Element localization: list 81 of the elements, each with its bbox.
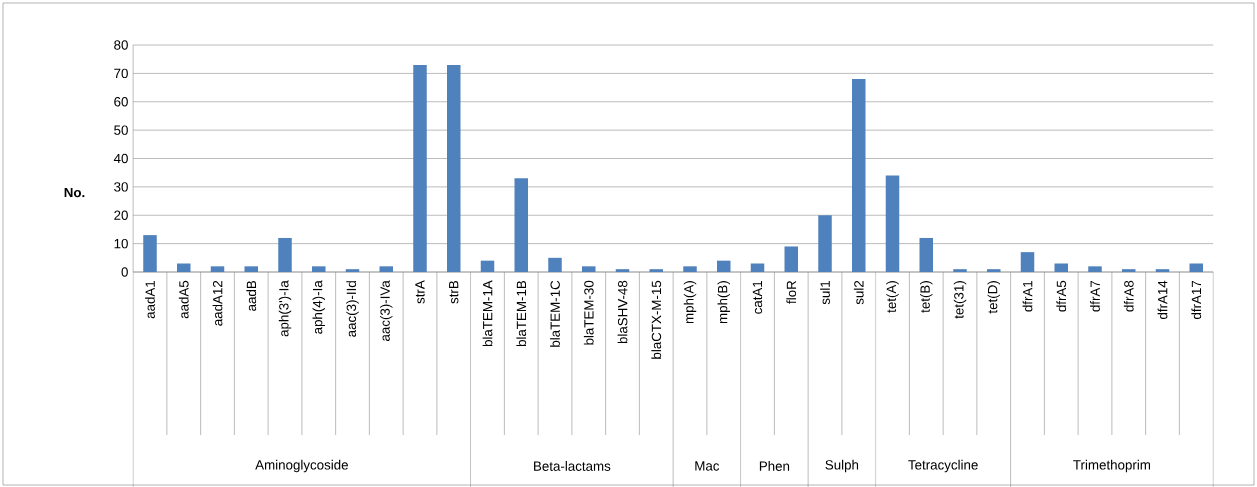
text: Aminoglycoside xyxy=(255,459,348,473)
bar xyxy=(987,269,1001,273)
y-tick-label: 0 xyxy=(121,267,128,277)
bar xyxy=(312,266,326,273)
y-axis-title: No. xyxy=(64,187,85,198)
bar xyxy=(143,235,157,273)
bar xyxy=(210,266,225,273)
bar xyxy=(717,260,731,273)
x-tick-label: blaTEM-30 xyxy=(583,280,594,345)
bar xyxy=(919,237,934,273)
y-tick-label: 40 xyxy=(113,153,128,164)
y-tick-label: 70 xyxy=(114,68,128,79)
x-tick-label: sul2 xyxy=(853,280,864,305)
bar xyxy=(548,257,562,273)
bar xyxy=(244,266,258,273)
text: Beta-lactams xyxy=(534,461,611,471)
x-tick-label: strB xyxy=(449,280,459,304)
x-tick-label: strA xyxy=(415,280,425,304)
x-tick-label: dfrA5 xyxy=(1056,280,1067,312)
y-tick-label: 50 xyxy=(114,125,128,135)
bar xyxy=(1088,266,1102,273)
x-tick-label: aadB xyxy=(246,280,257,311)
bar xyxy=(615,269,630,273)
bar xyxy=(278,237,292,273)
bar xyxy=(852,79,866,273)
bar xyxy=(413,64,427,273)
bar xyxy=(953,269,967,273)
x-tick-label: tet(B) xyxy=(920,281,933,313)
x-tick-label: aac(3)-IId xyxy=(346,281,359,337)
x-tick-label: sul1 xyxy=(820,280,830,305)
x-tick-label: dfrA17 xyxy=(1191,280,1202,319)
bar xyxy=(582,266,596,273)
x-tick-label: blaSHV-48 xyxy=(617,280,628,344)
x-tick-label: tet(31) xyxy=(953,281,967,319)
bar xyxy=(784,246,798,273)
x-tick-label: catA1 xyxy=(752,280,763,314)
x-tick-label: blaTEM-1A xyxy=(482,280,493,347)
bar xyxy=(818,215,832,273)
bar xyxy=(514,178,528,273)
x-tick-label: dfrA8 xyxy=(1123,280,1134,312)
bar xyxy=(683,266,697,273)
x-tick-label: mph(B) xyxy=(717,281,730,324)
text: Tetracycline xyxy=(908,459,978,473)
x-tick-label: dfrA14 xyxy=(1157,280,1168,319)
bar xyxy=(649,269,664,273)
bar xyxy=(885,175,900,273)
bar xyxy=(1020,252,1035,273)
x-tick-label: tet(A) xyxy=(886,281,899,313)
bar xyxy=(379,266,394,273)
x-tick-label: dfrA1 xyxy=(1022,280,1033,312)
bar xyxy=(1155,269,1170,273)
x-tick-label: dfrA7 xyxy=(1090,280,1100,312)
text: Phen xyxy=(759,461,790,471)
bar xyxy=(345,269,360,273)
x-tick-label: aadA12 xyxy=(212,280,223,326)
y-tick-label: 10 xyxy=(114,238,128,249)
y-tick-label: 20 xyxy=(114,210,128,220)
x-tick-label: blaTEM-1C xyxy=(550,280,560,347)
text: Sulph xyxy=(825,459,859,473)
x-tick-label: aph(3')-Ia xyxy=(278,280,292,337)
y-tick-label: 60 xyxy=(114,97,128,107)
x-tick-label: mph(A) xyxy=(683,281,697,324)
x-tick-label: aac(3)-IVa xyxy=(380,280,393,341)
bar xyxy=(1054,263,1068,273)
x-tick-label: aadA5 xyxy=(178,280,189,319)
bar xyxy=(177,263,191,273)
bar xyxy=(447,64,461,273)
bar xyxy=(480,260,495,273)
x-tick-label: floR xyxy=(786,280,797,304)
x-tick-label: blaCTX-M-15 xyxy=(651,280,662,359)
bar xyxy=(1189,263,1204,273)
text: Trimethoprim xyxy=(1073,459,1151,473)
y-tick-label: 30 xyxy=(114,182,128,192)
bar xyxy=(1122,269,1136,273)
x-tick-label: aph(4)-Ia xyxy=(312,280,325,334)
y-tick-label: 80 xyxy=(114,40,128,50)
x-tick-label: aadA1 xyxy=(145,280,155,319)
bar xyxy=(750,263,765,273)
x-tick-label: tet(D) xyxy=(987,281,1000,314)
text: Mac xyxy=(695,461,720,471)
x-tick-label: blaTEM-1B xyxy=(516,280,527,347)
